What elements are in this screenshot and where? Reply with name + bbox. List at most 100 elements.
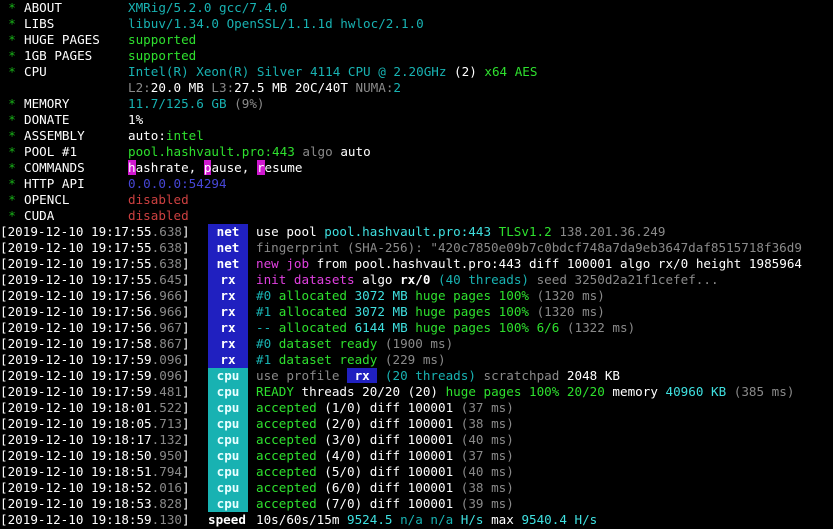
timestamp-ms: .016 xyxy=(151,480,182,495)
text-segment: (20) xyxy=(400,384,439,399)
log-line: [2019-12-10 19:18:17.132] cpu accepted (3/… xyxy=(0,432,833,448)
text-segment: XMRig/5.2.0 gcc/7.4.0 xyxy=(128,0,288,15)
text-segment: allocated xyxy=(271,320,355,335)
text-segment: 1985964 xyxy=(748,256,802,271)
text-segment: algo xyxy=(354,272,401,287)
timestamp-close: ] xyxy=(182,512,190,527)
text-segment: #0 xyxy=(256,288,272,303)
text-segment: accepted xyxy=(256,432,317,447)
banner-label: HTTP API xyxy=(24,176,85,191)
banner-value: disabled xyxy=(128,208,189,223)
text-segment: accepted xyxy=(256,496,317,511)
log-message: use profile rx (20 threads) scratchpad 2… xyxy=(248,368,620,383)
log-tag-rx: rx xyxy=(208,288,248,304)
timestamp-ms: .867 xyxy=(151,336,182,351)
log-line: [2019-12-10 19:18:51.794] cpu accepted (5/… xyxy=(0,464,833,480)
text-segment: accepted xyxy=(256,400,317,415)
log-message: init datasets algo rx/0 (40 threads) see… xyxy=(248,272,719,287)
timestamp-ms: .638 xyxy=(151,240,182,255)
log-line: [2019-12-10 19:17:55.645] rx init datasets… xyxy=(0,272,833,288)
bullet-icon: * xyxy=(8,160,16,175)
log-line: [2019-12-10 19:17:59.096] rx #1 dataset re… xyxy=(0,352,833,368)
banner-value: disabled xyxy=(128,192,189,207)
timestamp-close: ] xyxy=(182,272,190,287)
text-segment: #0 xyxy=(256,336,272,351)
text-segment: (2) xyxy=(446,64,485,79)
banner-label: ABOUT xyxy=(24,0,62,15)
log-message: accepted (6/0) diff 100001 (38 ms) xyxy=(248,480,514,495)
log-tag-rx: rx xyxy=(208,272,248,288)
timestamp-close: ] xyxy=(182,240,190,255)
banner-label: 1GB PAGES xyxy=(24,48,93,63)
log-message: new job from pool.hashvault.pro:443 diff… xyxy=(248,256,802,271)
xmrig-banner: * ABOUT XMRig/5.2.0 gcc/7.4.0 * LIBS libuv/1.… xyxy=(0,0,833,224)
log-line: [2019-12-10 19:17:55.638] net fingerprint … xyxy=(0,240,833,256)
banner-row: * DONATE 1% xyxy=(0,112,833,128)
log-message: READY threads 20/20 (20) huge pages 100%… xyxy=(248,384,794,399)
timestamp-date: [2019-12-10 19:18:17 xyxy=(0,432,152,447)
text-segment: 100001 xyxy=(407,416,454,431)
text-segment: disabled xyxy=(128,192,189,207)
text-segment: 100001 xyxy=(407,400,454,415)
log-message: accepted (2/0) diff 100001 (38 ms) xyxy=(248,416,514,431)
text-segment: seed 3250d2a21f1cefef... xyxy=(529,272,719,287)
timestamp-close: ] xyxy=(182,336,190,351)
timestamp-close: ] xyxy=(182,464,190,479)
text-segment: max xyxy=(483,512,522,527)
log-output: [2019-12-10 19:17:55.638] net use pool poo… xyxy=(0,224,833,528)
text-segment: diff xyxy=(362,480,408,495)
text-segment: huge pages xyxy=(407,288,499,303)
text-segment: algo xyxy=(294,144,333,159)
log-timestamp: [2019-12-10 19:17:56.966] xyxy=(0,304,208,320)
bullet-icon: * xyxy=(8,128,16,143)
log-tag-rx: rx xyxy=(208,304,248,320)
log-line: [2019-12-10 19:17:56.966] rx #0 allocated … xyxy=(0,288,833,304)
text-segment: H/s xyxy=(453,512,484,527)
banner-row: * HUGE PAGES supported xyxy=(0,32,833,48)
text-segment: memory xyxy=(604,384,666,399)
text-segment: 100001 xyxy=(566,256,613,271)
text-segment: scratchpad xyxy=(475,368,567,383)
log-tag-cpu: cpu xyxy=(208,400,248,416)
text-segment: accepted xyxy=(256,464,317,479)
timestamp-close: ] xyxy=(182,320,190,335)
log-tag-cpu: cpu xyxy=(208,416,248,432)
text-segment: (40 ms) xyxy=(453,432,514,447)
banner-value: supported xyxy=(128,32,196,47)
log-line: [2019-12-10 19:17:58.867] rx #0 dataset re… xyxy=(0,336,833,352)
text-segment: (6/0) xyxy=(316,480,363,495)
text-segment: diff xyxy=(362,400,408,415)
log-line: [2019-12-10 19:17:59.096] cpu use profile … xyxy=(0,368,833,384)
banner-label: CUDA xyxy=(24,208,55,223)
timestamp-close: ] xyxy=(182,288,190,303)
bullet-icon: * xyxy=(8,16,16,31)
text-segment: (40 threads) xyxy=(430,272,529,287)
timestamp-date: [2019-12-10 19:17:55 xyxy=(0,240,152,255)
log-timestamp: [2019-12-10 19:18:52.016] xyxy=(0,480,208,496)
log-tag-net: net xyxy=(208,256,248,272)
text-segment: diff xyxy=(362,448,408,463)
text-segment: n/a n/a xyxy=(392,512,454,527)
banner-label: DONATE xyxy=(24,112,70,127)
text-segment: 2 xyxy=(393,80,402,95)
text-segment: 100% 20/20 xyxy=(529,384,605,399)
log-message: 10s/60s/15m 9524.5 n/a n/a H/s max 9540.… xyxy=(256,512,597,527)
log-tag-cpu: cpu xyxy=(208,384,248,400)
text-segment: dataset ready xyxy=(271,336,378,351)
timestamp-date: [2019-12-10 19:17:56 xyxy=(0,304,152,319)
timestamp-ms: .132 xyxy=(151,432,182,447)
timestamp-date: [2019-12-10 19:17:59 xyxy=(0,384,152,399)
log-tag-cpu: cpu xyxy=(208,480,248,496)
log-tag-cpu: cpu xyxy=(208,448,248,464)
text-segment: dataset ready xyxy=(271,352,378,367)
text-segment: 9540.4 H/s xyxy=(521,512,598,527)
timestamp-close: ] xyxy=(182,496,190,511)
timestamp-ms: .967 xyxy=(151,320,182,335)
text-segment: 3072 MB xyxy=(354,288,408,303)
timestamp-ms: .645 xyxy=(151,272,182,287)
banner-label: COMMANDS xyxy=(24,160,85,175)
text-segment: 9524.5 xyxy=(347,512,393,527)
text-segment: disabled xyxy=(128,208,189,223)
text-segment: libuv/1.34.0 OpenSSL/1.1.1d hwloc/2.1.0 xyxy=(128,16,424,31)
text-segment: diff xyxy=(362,432,408,447)
